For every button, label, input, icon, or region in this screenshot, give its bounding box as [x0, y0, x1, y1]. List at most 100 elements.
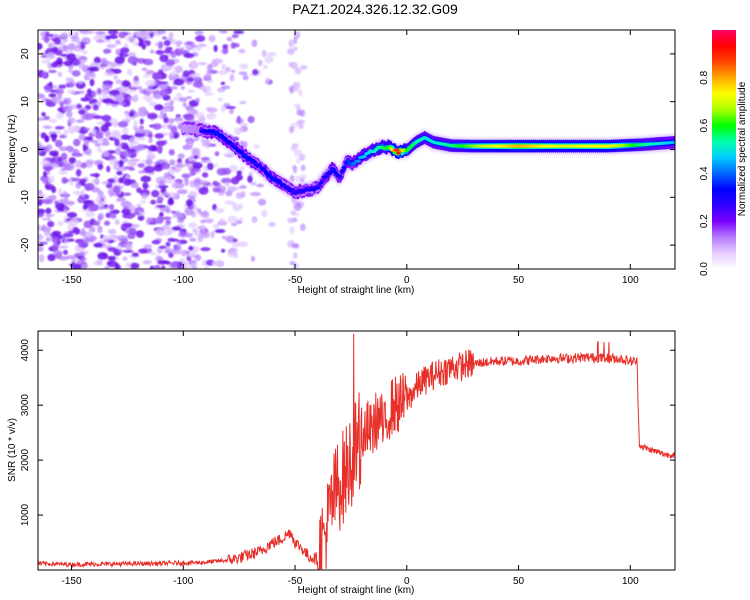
speckle-mark: [117, 121, 129, 128]
colorbar-scale: [712, 30, 736, 269]
snr-panel: -150 -100 -50 0 50 100 1000 2000 3000 4000 Heigh…: [7, 330, 676, 596]
speckle-mark: [192, 162, 203, 169]
speckle-mark: [57, 45, 64, 51]
speckle-mark: [156, 145, 163, 154]
speckle-mark: [135, 230, 145, 238]
speckle-mark: [138, 170, 146, 174]
speckle-mark: [56, 112, 64, 120]
speckle-mark: [188, 165, 194, 171]
speckle-mark: [61, 176, 68, 184]
speckle-mark: [178, 97, 188, 102]
speckle-mark: [191, 147, 201, 155]
speckle-mark: [119, 47, 130, 54]
speckle-mark: [164, 249, 171, 254]
speckle-mark: [239, 185, 247, 189]
speckle-mark: [225, 66, 231, 73]
speckle-mark: [203, 85, 212, 94]
speckle-mark: [292, 165, 298, 174]
speckle-mark: [97, 163, 104, 170]
speckle-mark: [122, 178, 133, 186]
speckle-mark: [161, 162, 171, 170]
speckle-mark: [213, 182, 221, 187]
speckle-mark: [296, 119, 305, 125]
speckle-mark: [233, 30, 245, 34]
speckle-mark: [170, 70, 176, 78]
speckle-mark: [53, 249, 63, 257]
speckle-mark: [40, 224, 47, 231]
speckle-mark: [41, 112, 46, 117]
speckle-mark: [265, 52, 277, 57]
speckle-mark: [159, 180, 166, 187]
speckle-mark: [38, 254, 45, 263]
speckle-mark: [149, 49, 155, 54]
speckle-mark: [187, 89, 196, 93]
speckle-mark: [239, 63, 249, 69]
ridge-mark: [356, 159, 361, 163]
speckle-mark: [85, 212, 95, 218]
speckle-mark: [137, 214, 145, 221]
speckle-mark: [144, 99, 153, 103]
speckle-mark: [256, 183, 265, 188]
speckle-mark: [38, 42, 43, 50]
speckle-mark: [114, 219, 120, 226]
speckle-mark: [114, 56, 125, 65]
speckle-mark: [200, 156, 210, 161]
speckle-mark: [97, 146, 103, 153]
ridge-mark: [327, 171, 333, 175]
speckle-mark: [169, 191, 177, 198]
speckle-mark: [42, 166, 54, 170]
speckle-mark: [75, 160, 83, 168]
snr-frame: [37, 330, 676, 571]
speckle-mark: [145, 88, 155, 92]
speckle-mark: [121, 80, 131, 88]
speckle-mark: [89, 203, 100, 212]
speckle-mark: [158, 245, 167, 250]
speckle-mark: [229, 74, 235, 82]
y-tick-label: 0: [20, 146, 31, 152]
speckle-mark: [250, 255, 255, 262]
speckle-mark: [289, 174, 295, 183]
speckle-mark: [167, 123, 174, 129]
speckle-mark: [41, 71, 47, 78]
speckle-mark: [51, 97, 62, 104]
speckle-mark: [122, 127, 129, 135]
speckle-mark: [55, 202, 65, 210]
speckle-mark: [107, 228, 117, 235]
speckle-mark: [158, 114, 167, 120]
speckle-mark: [46, 162, 58, 167]
snr-y-axis: 1000 2000 3000 4000: [20, 339, 675, 526]
speckle-mark: [214, 229, 226, 234]
speckle-mark: [151, 189, 160, 198]
speckle-mark: [211, 260, 222, 267]
speckle-mark: [291, 243, 300, 248]
speckle-mark: [47, 62, 53, 69]
speckle-mark: [221, 248, 226, 253]
speckle-mark: [111, 130, 121, 136]
speckle-mark: [157, 185, 169, 189]
speckle-mark: [242, 74, 249, 81]
x-tick-label: -150: [62, 275, 82, 286]
speckle-mark: [113, 163, 120, 171]
speckle-mark: [119, 142, 129, 149]
speckle-mark: [136, 187, 142, 194]
speckle-mark: [188, 222, 198, 229]
speckle-mark: [293, 33, 300, 38]
speckle-mark: [129, 112, 135, 117]
speckle-mark: [106, 64, 111, 71]
speckle-mark: [38, 117, 46, 121]
speckle-mark: [118, 177, 124, 184]
speckle-mark: [293, 103, 301, 108]
speckle-mark: [56, 126, 65, 130]
speckle-mark: [192, 204, 198, 211]
speckle-mark: [75, 169, 82, 177]
speckle-mark: [66, 110, 73, 118]
spectrogram-ridge: [179, 119, 675, 201]
ridge-mark: [342, 165, 347, 170]
speckle-mark: [299, 153, 306, 161]
speckle-mark: [177, 218, 185, 224]
speckle-mark: [296, 157, 301, 164]
speckle-mark: [72, 258, 80, 263]
speckle-mark: [180, 85, 185, 90]
speckle-mark: [264, 56, 274, 64]
x-tick-label: 100: [622, 576, 639, 587]
